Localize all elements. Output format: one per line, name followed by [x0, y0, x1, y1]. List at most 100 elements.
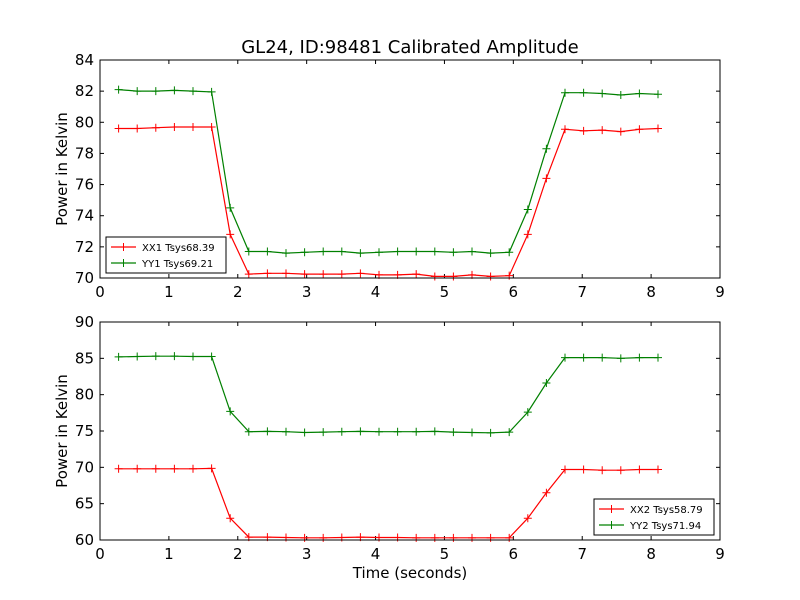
data-point-marker — [486, 249, 495, 258]
x-tick-label: 2 — [233, 283, 243, 301]
data-point-marker — [282, 269, 290, 278]
data-point-marker — [282, 427, 290, 436]
x-tick-label: 5 — [440, 283, 450, 301]
data-point-marker — [114, 464, 123, 473]
legend-marker — [607, 505, 616, 513]
data-point-marker — [170, 86, 179, 95]
y-tick-label: 60 — [75, 531, 94, 549]
legend-marker — [119, 243, 128, 251]
data-point-marker — [189, 352, 197, 361]
data-point-marker — [151, 464, 160, 473]
x-tick-label: 4 — [371, 283, 381, 301]
data-point-marker — [300, 270, 309, 279]
data-point-marker — [207, 122, 216, 131]
y-tick-label: 90 — [75, 313, 94, 331]
data-point-marker — [561, 465, 569, 474]
data-point-marker — [226, 407, 235, 416]
data-point-marker — [449, 428, 458, 437]
y-tick-label: 85 — [75, 349, 94, 367]
data-point-marker — [505, 428, 514, 437]
y-tick-label: 70 — [75, 269, 94, 287]
data-point-marker — [226, 230, 235, 239]
data-point-marker — [319, 270, 328, 279]
data-point-marker — [207, 352, 216, 361]
x-tick-label: 1 — [164, 283, 174, 301]
data-point-marker — [207, 464, 216, 473]
data-point-marker — [133, 352, 142, 361]
data-point-marker — [133, 464, 142, 473]
data-point-marker — [282, 249, 290, 258]
data-point-marker — [616, 127, 625, 136]
data-point-marker — [114, 85, 123, 94]
x-tick-label: 6 — [509, 545, 519, 563]
figure-title: GL24, ID:98481 Calibrated Amplitude — [241, 37, 579, 58]
data-point-marker — [300, 428, 309, 437]
data-point-marker — [337, 270, 346, 279]
x-tick-label: 8 — [646, 545, 656, 563]
legend: XX1 Tsys68.39 YY1 Tsys69.21 — [105, 236, 227, 274]
legend-marker — [607, 521, 616, 529]
data-point-marker — [337, 247, 346, 256]
data-point-marker — [114, 352, 123, 361]
data-point-marker — [579, 353, 588, 362]
x-tick-label: 7 — [577, 545, 587, 563]
legend-label: XX2 Tsys58.79 — [630, 505, 703, 516]
data-point-marker — [189, 87, 197, 96]
data-point-marker — [430, 427, 439, 436]
x-axis-label: Time (seconds) — [352, 564, 468, 582]
data-point-marker — [505, 248, 514, 257]
y-tick-label: 78 — [75, 144, 94, 162]
y-tick-label: 82 — [75, 82, 94, 100]
x-tick-label: 4 — [371, 545, 381, 563]
y-tick-label: 80 — [75, 386, 94, 404]
data-point-marker — [412, 427, 421, 436]
data-point-marker — [263, 269, 272, 278]
data-point-marker — [263, 427, 272, 436]
y-tick-label: 84 — [75, 51, 94, 69]
axes-frame — [99, 321, 721, 541]
data-point-marker — [598, 353, 607, 362]
data-point-marker — [654, 353, 662, 362]
data-point-marker — [356, 249, 365, 258]
data-point-marker — [449, 272, 458, 281]
data-point-marker — [654, 124, 662, 133]
data-point-marker — [486, 272, 495, 281]
data-point-marker — [579, 126, 588, 135]
x-tick-label: 2 — [233, 545, 243, 563]
data-point-marker — [226, 203, 235, 212]
data-point-marker — [133, 124, 142, 133]
data-point-marker — [207, 87, 216, 96]
x-tick-label: 9 — [715, 545, 725, 563]
data-point-marker — [263, 247, 272, 256]
data-point-marker — [375, 427, 383, 436]
x-tick-label: 1 — [164, 545, 174, 563]
data-point-marker — [170, 464, 179, 473]
data-point-marker — [412, 270, 421, 279]
data-point-marker — [579, 88, 588, 97]
data-point-marker — [151, 123, 160, 132]
x-tick-label: 6 — [509, 283, 519, 301]
data-point-marker — [654, 90, 662, 99]
y-tick-label: 80 — [75, 113, 94, 131]
data-point-marker — [412, 247, 421, 256]
x-tick-label: 9 — [715, 283, 725, 301]
y-tick-label: 76 — [75, 176, 94, 194]
data-point-marker — [189, 122, 197, 131]
data-point-marker — [337, 427, 346, 436]
data-point-marker — [542, 174, 551, 183]
data-point-marker — [523, 514, 532, 523]
data-point-marker — [244, 270, 253, 279]
data-point-marker — [616, 354, 625, 363]
data-point-marker — [430, 272, 439, 281]
data-point-marker — [133, 87, 142, 96]
legend-box — [105, 236, 227, 274]
data-point-marker — [226, 514, 235, 523]
x-tick-label: 3 — [302, 283, 312, 301]
data-point-marker — [189, 464, 197, 473]
data-point-marker — [561, 125, 569, 134]
data-point-marker — [170, 352, 179, 361]
y-axis-label: Power in Kelvin — [53, 374, 71, 488]
data-point-marker — [635, 89, 644, 98]
